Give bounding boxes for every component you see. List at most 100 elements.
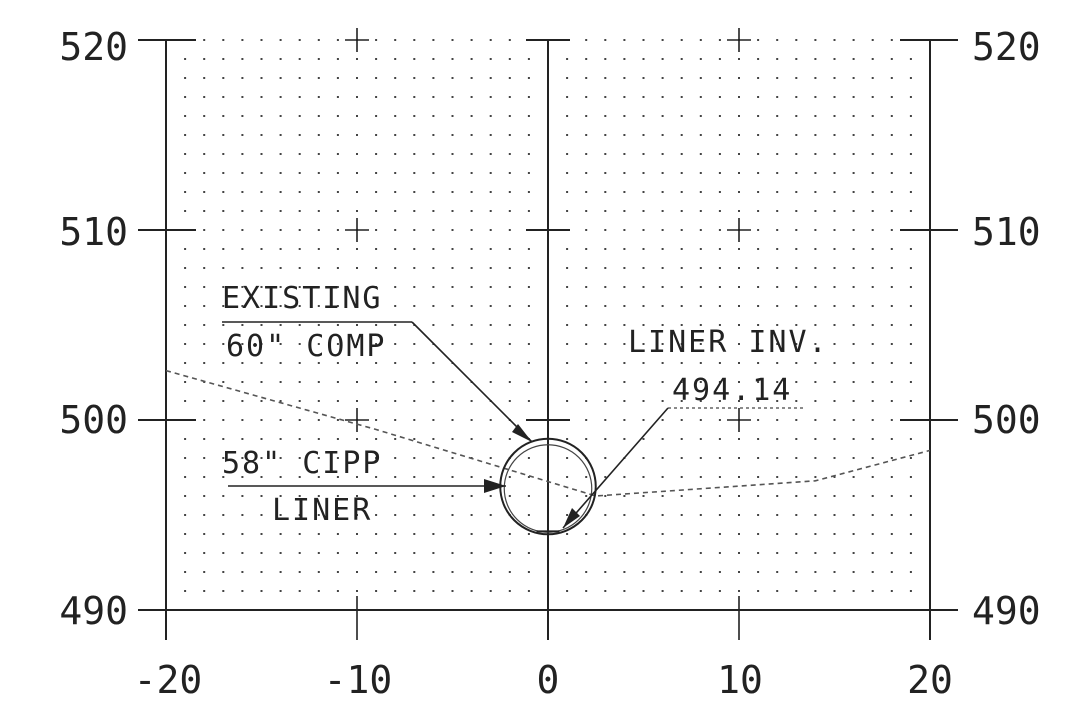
grid-dot <box>680 590 683 592</box>
grid-dot <box>566 134 569 136</box>
grid-dot <box>604 96 607 98</box>
grid-dot <box>585 305 588 307</box>
grid-dot <box>470 343 473 345</box>
grid-dot <box>451 58 454 60</box>
grid-dot <box>871 210 874 212</box>
grid-dot <box>260 571 263 573</box>
grid-dot <box>642 419 645 421</box>
grid-dot <box>508 210 511 212</box>
grid-dot <box>184 305 187 307</box>
grid-dot <box>241 571 244 573</box>
grid-dot <box>661 172 664 174</box>
grid-dot <box>527 457 530 459</box>
existing-leader-line <box>411 321 533 443</box>
grid-dot <box>317 400 320 402</box>
grid-dot <box>642 39 645 41</box>
grid-dot <box>470 286 473 288</box>
grid-dot <box>890 533 893 535</box>
grid-dot <box>623 571 626 573</box>
grid-dot <box>241 438 244 440</box>
grid-dot <box>871 115 874 117</box>
grid-dot <box>336 533 339 535</box>
grid-dot <box>852 77 855 79</box>
grid-dot <box>699 286 702 288</box>
grid-dot <box>527 305 530 307</box>
grid-dot <box>776 115 779 117</box>
grid-dot <box>852 96 855 98</box>
grid-dot <box>738 476 740 478</box>
grid-dot <box>718 495 721 497</box>
grid-dot <box>260 305 263 307</box>
grid-dot <box>814 305 817 307</box>
grid-dot <box>527 324 530 326</box>
cipp-liner-word: LINER <box>272 493 372 528</box>
grid-dot <box>814 172 817 174</box>
grid-dot <box>222 305 225 307</box>
grid-dot <box>413 77 416 79</box>
grid-dot <box>413 381 416 383</box>
grid-dot <box>375 381 378 383</box>
grid-dot <box>776 457 779 459</box>
grid-dot <box>814 571 817 573</box>
grid-dot <box>260 134 263 136</box>
grid-dot <box>852 134 855 136</box>
grid-dot <box>375 134 378 136</box>
grid-dot <box>432 590 435 592</box>
grid-dot <box>566 77 569 79</box>
x-tick-label: 10 <box>717 658 763 702</box>
grid-dot <box>241 495 244 497</box>
grid-dot <box>909 267 912 269</box>
grid-dot <box>738 457 740 459</box>
grid-dot <box>833 39 836 41</box>
grid-dot <box>757 514 760 516</box>
grid-dot <box>222 571 225 573</box>
grid-dot <box>699 343 702 345</box>
grid-dot <box>260 96 263 98</box>
grid-dot <box>356 457 358 459</box>
grid-dot <box>776 191 779 193</box>
grid-dot <box>623 77 626 79</box>
grid-dot <box>795 267 798 269</box>
grid-dot <box>718 172 721 174</box>
grid-dot <box>470 438 473 440</box>
grid-dot <box>642 552 645 554</box>
grid-dot <box>298 77 301 79</box>
grid-dot <box>814 115 817 117</box>
grid-dot <box>317 343 320 345</box>
grid-dot <box>470 58 473 60</box>
grid-dot <box>279 305 282 307</box>
grid-dot <box>184 590 187 592</box>
grid-dot <box>699 115 702 117</box>
grid-dot <box>508 400 511 402</box>
grid-dot <box>871 514 874 516</box>
grid-dot <box>776 267 779 269</box>
grid-dot <box>738 153 740 155</box>
grid-dot <box>298 476 301 478</box>
grid-dot <box>184 172 187 174</box>
plot-frame <box>138 28 958 640</box>
grid-dot <box>356 58 358 60</box>
grid-dot <box>241 286 244 288</box>
grid-dot <box>184 457 187 459</box>
grid-dot <box>241 96 244 98</box>
grid-dot <box>909 457 912 459</box>
grid-dot <box>623 495 626 497</box>
grid-dot <box>470 210 473 212</box>
grid-dot <box>489 324 492 326</box>
grid-dot <box>814 286 817 288</box>
grid-dot <box>776 286 779 288</box>
grid-dot <box>184 400 187 402</box>
grid-dot <box>909 343 912 345</box>
grid-dot <box>336 552 339 554</box>
grid-dot <box>623 286 626 288</box>
grid-dot <box>203 343 206 345</box>
grid-dot <box>795 571 798 573</box>
grid-dot <box>795 191 798 193</box>
grid-dot <box>566 476 569 478</box>
grid-dot <box>680 115 683 117</box>
grid-dot <box>413 96 416 98</box>
grid-dot <box>757 438 760 440</box>
grid-dot <box>757 153 760 155</box>
grid-dot <box>241 115 244 117</box>
grid-dot <box>184 191 187 193</box>
